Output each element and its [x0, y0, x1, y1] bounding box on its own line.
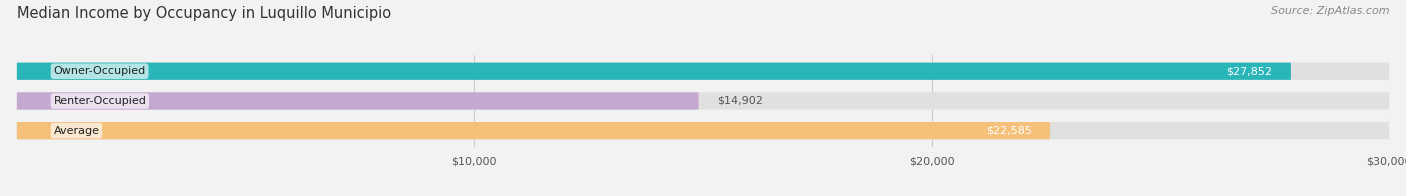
FancyBboxPatch shape: [17, 92, 699, 110]
Text: $22,585: $22,585: [986, 126, 1032, 136]
Text: $27,852: $27,852: [1226, 66, 1272, 76]
Text: Average: Average: [53, 126, 100, 136]
FancyBboxPatch shape: [17, 122, 1050, 139]
FancyBboxPatch shape: [17, 63, 1291, 80]
FancyBboxPatch shape: [17, 92, 1389, 110]
FancyBboxPatch shape: [17, 122, 1389, 139]
Text: Median Income by Occupancy in Luquillo Municipio: Median Income by Occupancy in Luquillo M…: [17, 6, 391, 21]
Text: $14,902: $14,902: [717, 96, 762, 106]
Text: Source: ZipAtlas.com: Source: ZipAtlas.com: [1271, 6, 1389, 16]
FancyBboxPatch shape: [17, 63, 1389, 80]
Text: Renter-Occupied: Renter-Occupied: [53, 96, 146, 106]
Text: Owner-Occupied: Owner-Occupied: [53, 66, 146, 76]
